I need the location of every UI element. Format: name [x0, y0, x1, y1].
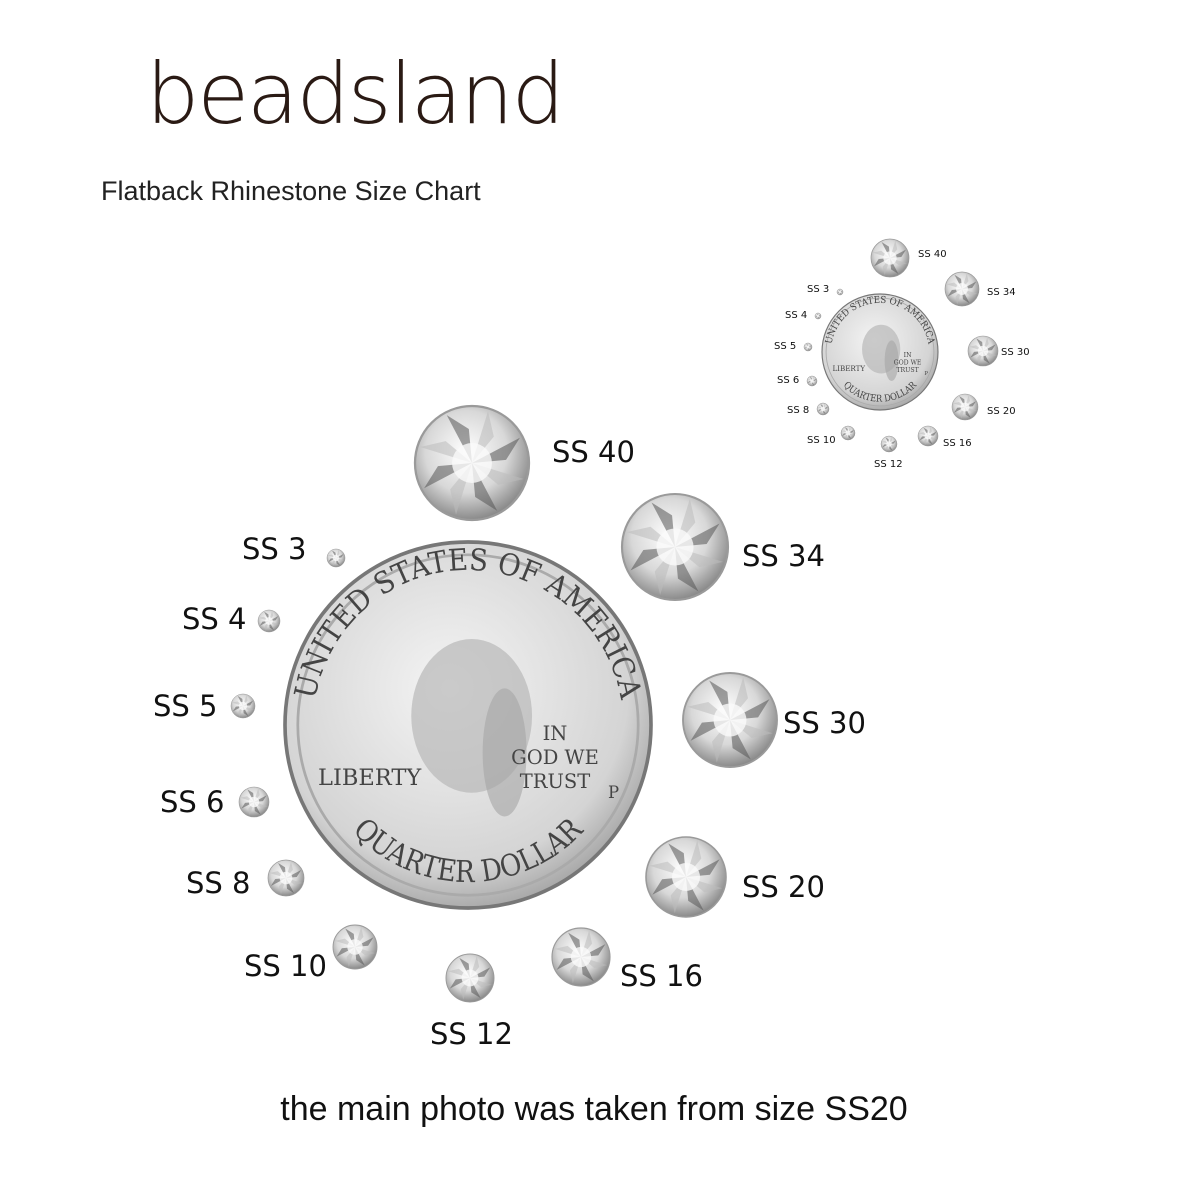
inset-rhinestone-ss10 [840, 425, 856, 441]
inset-size-label-ss16: SS 16 [943, 438, 972, 449]
inset-rhinestone-ss6 [806, 375, 818, 387]
rhinestone-ss3 [326, 548, 346, 568]
coin-motto: GOD WE [894, 359, 922, 366]
coin-mint-mark: P [924, 371, 928, 377]
coin-liberty: LIBERTY [318, 765, 422, 791]
size-label-ss34: SS 34 [742, 539, 825, 573]
chart-subtitle: Flatback Rhinestone Size Chart [101, 176, 481, 206]
inset-size-label-ss34: SS 34 [987, 287, 1016, 298]
inset-size-label-ss8: SS 8 [787, 405, 810, 416]
rhinestone-ss30 [682, 672, 778, 768]
size-label-ss12: SS 12 [430, 1017, 513, 1051]
coin-motto: TRUST [896, 367, 919, 374]
caption: the main photo was taken from size SS20 [280, 1090, 908, 1128]
inset-rhinestone-ss16 [917, 425, 939, 447]
rhinestone-ss12 [445, 953, 495, 1003]
inset-rhinestone-ss20 [951, 393, 979, 421]
coin-motto: IN [904, 352, 912, 359]
inset-rhinestone-ss12 [880, 435, 898, 453]
brand-logo: beadsland [146, 45, 565, 143]
inset-size-label-ss6: SS 6 [777, 375, 800, 386]
rhinestone-ss16 [551, 927, 611, 987]
rhinestone-ss8 [267, 859, 305, 897]
size-label-ss40: SS 40 [552, 435, 635, 469]
inset-rhinestone-ss3 [836, 288, 844, 296]
coin-liberty: LIBERTY [832, 364, 865, 373]
size-label-ss4: SS 4 [182, 602, 247, 636]
size-label-ss20: SS 20 [742, 870, 825, 904]
rhinestone-ss6 [238, 786, 270, 818]
rhinestone-ss40 [413, 404, 531, 522]
coin-motto: TRUST [520, 770, 591, 793]
inset-rhinestone-ss8 [816, 402, 830, 416]
rhinestone-ss4 [257, 609, 281, 633]
coin-mint-mark: P [608, 783, 619, 802]
inset-size-label-ss10: SS 10 [807, 435, 836, 446]
inset-size-label-ss20: SS 20 [987, 406, 1016, 417]
size-label-ss8: SS 8 [186, 866, 251, 900]
rhinestone-ss20 [645, 836, 727, 918]
inset-size-label-ss3: SS 3 [807, 284, 830, 295]
rhinestone-ss5 [230, 693, 256, 719]
inset-size-label-ss12: SS 12 [874, 459, 903, 470]
inset-size-label-ss4: SS 4 [785, 310, 808, 321]
rhinestone-ss10 [332, 924, 378, 970]
size-label-ss6: SS 6 [160, 785, 225, 819]
size-label-ss16: SS 16 [620, 959, 703, 993]
inset-rhinestone-ss4 [814, 312, 822, 320]
size-label-ss30: SS 30 [783, 706, 866, 740]
size-label-ss3: SS 3 [242, 532, 307, 566]
rhinestone-ss34 [620, 492, 730, 602]
inset-rhinestone-ss40 [870, 238, 910, 278]
inset-rhinestone-ss5 [803, 342, 813, 352]
inset-rhinestone-ss30 [967, 335, 999, 367]
size-label-ss10: SS 10 [244, 949, 327, 983]
coin-motto: GOD WE [511, 746, 599, 769]
coin-motto: IN [543, 722, 568, 745]
inset-size-label-ss5: SS 5 [774, 341, 797, 352]
inset-rhinestone-ss34 [944, 271, 980, 307]
inset-size-label-ss40: SS 40 [918, 249, 947, 260]
size-label-ss5: SS 5 [153, 689, 218, 723]
inset-size-label-ss30: SS 30 [1001, 347, 1030, 358]
